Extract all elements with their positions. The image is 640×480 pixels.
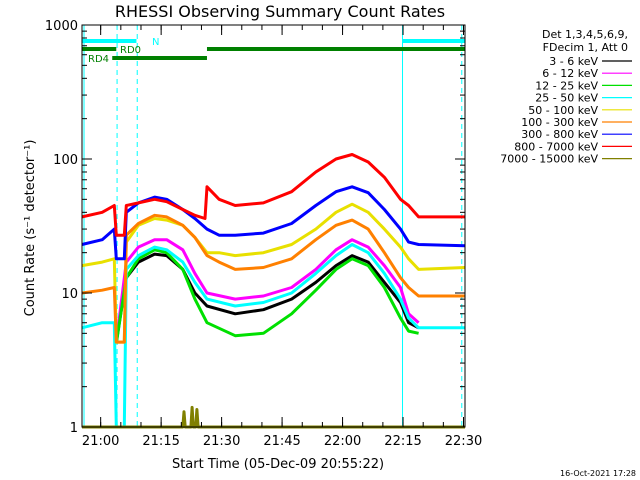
- legend-item-label: 300 - 800 keV: [521, 128, 598, 141]
- series-line-8: [82, 405, 465, 429]
- legend-item-label: 25 - 50 keV: [535, 92, 598, 105]
- legend-item-label: 7000 - 15000 keV: [500, 153, 598, 166]
- series-layer: [81, 153, 466, 429]
- chart-title: RHESSI Observing Summary Count Rates: [115, 2, 445, 21]
- y-tick-label: 1000: [45, 19, 78, 34]
- series-line-5: [81, 213, 465, 344]
- flag-label: N: [152, 37, 159, 48]
- vertical-marker-lines: [83, 25, 463, 427]
- series-line-6: [81, 185, 466, 261]
- flag-label: RD4: [88, 54, 109, 65]
- x-tick-label: 21:00: [82, 434, 119, 449]
- series-line-1: [114, 238, 420, 343]
- legend: Det 1,3,4,5,6,9,FDecim 1, Att 03 - 6 keV…: [500, 28, 632, 166]
- x-tick-label: 22:00: [324, 434, 361, 449]
- legend-header: Det 1,3,4,5,6,9,: [542, 28, 628, 41]
- x-tick-label: 21:30: [203, 434, 240, 449]
- series-line-7: [81, 153, 465, 237]
- timestamp-label: 16-Oct-2021 17:28: [560, 469, 636, 478]
- y-axis-label: Count Rate (s⁻¹ detector⁻¹): [23, 140, 38, 317]
- legend-item-label: 3 - 6 keV: [549, 55, 598, 68]
- x-tick-label: 22:15: [384, 434, 421, 449]
- y-tick-label: 1: [70, 421, 78, 436]
- y-tick-label: 10: [61, 287, 78, 302]
- legend-item-label: 50 - 100 keV: [528, 104, 598, 117]
- flag-bars: N RD0 RD4: [82, 37, 465, 65]
- series-line-2: [114, 248, 419, 344]
- x-tick-label: 22:30: [445, 434, 482, 449]
- plot-frame: [81, 24, 466, 428]
- legend-header: FDecim 1, Att 0: [543, 41, 628, 54]
- series-line-0: [114, 252, 420, 343]
- flag-label: RD0: [120, 45, 141, 56]
- y-tick-label: 100: [53, 153, 78, 168]
- x-tick-label: 21:15: [142, 434, 179, 449]
- x-tick-label: 21:45: [263, 434, 300, 449]
- series-line-3: [81, 243, 465, 429]
- x-axis-label: Start Time (05-Dec-09 20:55:22): [172, 457, 384, 472]
- legend-item-label: 800 - 7000 keV: [514, 140, 598, 153]
- legend-item-label: 100 - 300 keV: [521, 116, 598, 129]
- legend-item-label: 6 - 12 keV: [542, 67, 598, 80]
- axes: 1 10 100 1000 21:00 21:15 21:30 21:45 22:00 22:15…: [45, 19, 482, 449]
- legend-item-label: 12 - 25 keV: [535, 79, 598, 92]
